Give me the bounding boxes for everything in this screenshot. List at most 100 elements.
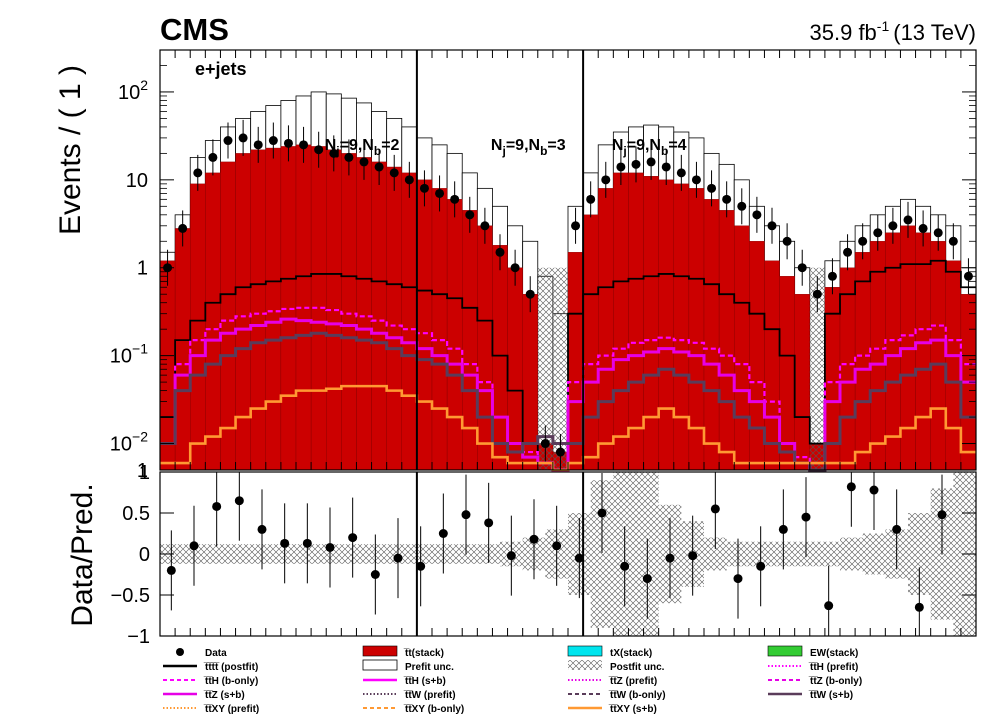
data-point	[586, 194, 596, 204]
ratio-point	[552, 541, 562, 551]
ttbar-bar	[159, 260, 176, 471]
data-point	[646, 157, 656, 167]
y-axis-label-ratio: Data/Pred.	[66, 483, 99, 626]
region-label: Nj=9,Nb=3	[491, 137, 566, 158]
ratio-point	[937, 510, 947, 520]
ttbar-bar	[371, 161, 387, 471]
data-point	[933, 228, 943, 238]
data-point	[299, 140, 309, 150]
ratio-point	[665, 553, 675, 563]
ttbar-bar	[446, 199, 463, 471]
data-point	[404, 175, 414, 185]
data-point	[555, 447, 565, 457]
ratio-point	[892, 524, 902, 534]
ratio-point	[756, 561, 766, 571]
data-point	[344, 152, 354, 162]
postfit-unc-band	[228, 544, 251, 564]
data-point	[208, 152, 218, 162]
legend-symbol	[176, 648, 184, 656]
data-point	[389, 168, 399, 178]
y-tick-base: 10	[126, 170, 148, 192]
legend-symbol	[362, 659, 398, 671]
ttbar-bar	[658, 179, 674, 471]
data-point	[918, 223, 928, 233]
legend-symbol	[567, 645, 603, 657]
ratio-plot: 1 0.5 0 −0.5 −1	[111, 462, 977, 648]
data-point	[283, 138, 293, 148]
region-label-part: b	[374, 144, 381, 158]
ratio-y-tick-label: 0	[139, 544, 150, 566]
data-point	[797, 263, 807, 273]
ttH-line	[160, 306, 976, 472]
ttbar-bar	[174, 228, 191, 471]
ttbar-bar	[764, 260, 780, 471]
data-point	[707, 183, 717, 193]
data-point	[737, 201, 747, 211]
region-label-part: =9,N	[340, 137, 374, 154]
region-label: Nj=9,Nb=4	[612, 137, 687, 158]
data-point	[843, 247, 853, 257]
legend-symbol	[568, 660, 602, 670]
ratio-point	[824, 601, 834, 611]
region-label-part: N	[612, 137, 624, 154]
data-point	[963, 271, 973, 281]
data-point	[329, 148, 339, 158]
ratio-y-tick-label: 1	[139, 462, 150, 484]
y-tick-exp: −2	[132, 429, 148, 445]
ratio-point	[393, 553, 403, 563]
ratio-point	[597, 508, 607, 518]
data-point	[178, 223, 188, 233]
data-point	[359, 157, 369, 167]
region-label-part: b	[540, 144, 547, 158]
ttbar-bar	[854, 252, 871, 471]
postfit-unc-band	[704, 537, 727, 571]
data-point	[268, 136, 278, 146]
data-point	[722, 194, 732, 204]
ttbar-bar	[734, 225, 750, 471]
ratio-y-tick-label: −0.5	[111, 585, 150, 607]
data-point	[314, 145, 324, 155]
legend-label: EW(stack)	[810, 648, 858, 659]
region-label: Nj=9,Nb=2	[325, 137, 400, 158]
legend-label: t̅t̅Z (b-only)	[809, 675, 863, 687]
ttbar-bar	[386, 166, 402, 471]
region-label-part: =3	[547, 137, 565, 154]
postfit-unc-bin	[552, 267, 568, 470]
legend-label: t̅t̅Z (s+b)	[204, 689, 245, 701]
legend-label: Data	[205, 648, 227, 659]
data-point	[752, 210, 762, 220]
ttbar-bar	[582, 214, 599, 471]
ratio-point	[234, 496, 244, 506]
region-label-part: b	[661, 144, 668, 158]
legend-symbol	[362, 645, 398, 657]
ratio-point	[506, 551, 516, 561]
legend-label: t̅t̅W (s+b)	[809, 689, 853, 701]
data-point	[873, 228, 883, 238]
legend-label: t̅t̅XY (s+b)	[609, 703, 657, 715]
y-tick-base: 10	[110, 434, 132, 456]
ttbar-bar	[265, 147, 282, 471]
ttbar-bar	[945, 260, 962, 471]
legend-label: t̅t̅H (s+b)	[404, 675, 446, 687]
ttbar-bar	[462, 210, 478, 471]
ttbar-bar	[401, 172, 418, 471]
ttbar-bar	[628, 172, 644, 471]
ttbar-bar	[749, 241, 765, 471]
y-tick-label: 10−2	[110, 429, 148, 456]
legend-label: t̅t̅XY (b-only)	[404, 703, 465, 715]
main-plot: Nj=9,Nb=2 Nj=9,Nb=3 Nj=9,Nb=4e+jets1021011…	[110, 49, 977, 482]
data-point	[631, 159, 641, 169]
ttW-sb-line	[160, 331, 976, 472]
y-tick-label: 10−1	[110, 341, 148, 368]
postfit-unc-band	[590, 480, 614, 628]
ttbar-bar	[870, 241, 886, 471]
legend-label: t̅t̅t̅t̅ (postfit)	[204, 661, 259, 673]
data-point	[495, 247, 505, 257]
ratio-y-tick-label: 0.5	[122, 503, 150, 525]
ratio-point	[574, 553, 584, 563]
ttbar-bar	[507, 267, 523, 471]
legend-label: t̅t̅H (b-only)	[204, 675, 259, 687]
ttbar-bar	[839, 267, 856, 471]
data-point	[465, 210, 475, 220]
